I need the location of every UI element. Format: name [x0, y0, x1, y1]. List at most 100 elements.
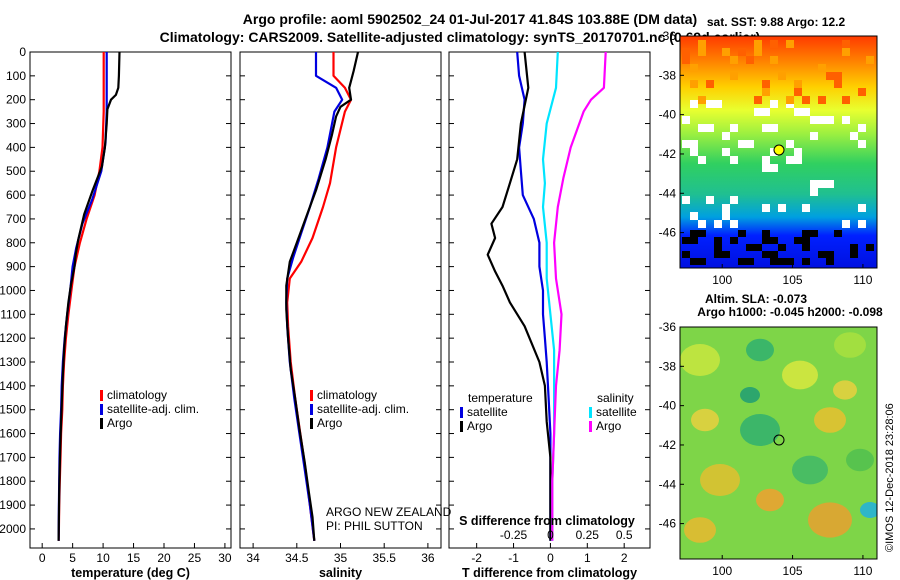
x-tick-label: 15	[127, 551, 141, 565]
sst-pixel	[826, 72, 834, 80]
profile-panel-1: 0 5 10 15 20 25 30 temperature (deg C) climatolo…	[29, 51, 232, 580]
sst-mask-pixel	[794, 237, 802, 244]
x-tick-label: 0	[39, 551, 46, 565]
sst-missing-pixel	[754, 108, 762, 116]
sst-missing-pixel	[730, 220, 738, 228]
sst-pixel	[706, 80, 714, 88]
sst-missing-pixel	[738, 140, 746, 148]
sst-missing-pixel	[762, 156, 770, 164]
x-tick-label: 36	[421, 551, 435, 565]
sst-mask-pixel	[818, 251, 826, 258]
x-axis-label: temperature (deg C)	[71, 566, 190, 580]
sst-missing-pixel	[722, 148, 730, 156]
sst-missing-pixel	[786, 140, 794, 148]
sst-missing-pixel	[770, 100, 778, 108]
sst-map-title: sat. SST: 9.88 Argo: 12.2	[707, 15, 846, 29]
map-x-tick-label: 110	[853, 564, 872, 578]
sst-missing-pixel	[730, 124, 738, 132]
sst-missing-pixel	[810, 132, 818, 140]
sst-pixel	[842, 40, 850, 48]
sst-mask-pixel	[802, 230, 810, 237]
sst-missing-pixel	[762, 164, 770, 172]
depth-tick-label: 1200	[0, 331, 26, 345]
sla-anomaly-blob	[684, 517, 716, 543]
sst-pixel	[866, 56, 874, 64]
sst-mask-pixel	[770, 251, 778, 258]
map-x-tick-label: 100	[712, 564, 732, 578]
sst-missing-pixel	[730, 196, 738, 204]
sst-mask-pixel	[746, 258, 754, 265]
sst-missing-pixel	[706, 196, 714, 204]
depth-tick-label: 100	[6, 69, 26, 83]
sla-anomaly-blob	[740, 414, 780, 446]
sst-mask-pixel	[690, 258, 698, 265]
sla-anomaly-blob	[814, 407, 846, 433]
sst-mask-pixel	[682, 251, 690, 258]
depth-tick-label: 1500	[0, 403, 26, 417]
x-axis-label: T difference from climatology	[462, 566, 637, 580]
legend-label: satellite-adj. clim.	[317, 402, 409, 416]
sst-mask-pixel	[698, 230, 706, 237]
sla-anomaly-blob	[700, 464, 740, 496]
legend-label: Argo	[467, 419, 493, 433]
argo-location-marker-sst	[773, 144, 785, 156]
sst-mask-pixel	[866, 244, 874, 251]
sst-mask-pixel	[746, 244, 754, 251]
sst-pixel	[842, 48, 850, 56]
s-diff-tick-label: 0	[547, 528, 554, 542]
sla-anomaly-blob	[808, 502, 852, 538]
legend-label: Argo	[596, 419, 622, 433]
x-axis-label: salinity	[319, 566, 362, 580]
depth-tick-label: 700	[6, 212, 26, 226]
sst-pixel	[738, 48, 746, 56]
map-y-tick-label: -38	[659, 359, 677, 373]
sst-pixel	[786, 96, 794, 104]
sst-mask-pixel	[730, 237, 738, 244]
map-y-tick-label: -40	[659, 108, 677, 122]
sst-missing-pixel	[722, 212, 730, 220]
sla-anomaly-blob	[746, 338, 774, 362]
depth-tick-label: 1300	[0, 355, 26, 369]
sst-missing-pixel	[850, 132, 858, 140]
sst-missing-pixel	[794, 108, 802, 116]
sst-missing-pixel	[698, 156, 706, 164]
series-line-t-satellite	[516, 51, 552, 541]
sst-missing-pixel	[706, 100, 714, 108]
legend-label: Argo	[317, 416, 343, 430]
map-y-tick-label: -36	[659, 320, 677, 334]
sla-anomaly-blob	[846, 448, 874, 472]
sst-pixel	[778, 72, 786, 80]
sst-pixel	[770, 40, 778, 48]
sst-missing-pixel	[690, 100, 698, 108]
sst-missing-pixel	[858, 140, 866, 148]
sst-pixel	[690, 64, 698, 72]
sst-missing-pixel	[794, 156, 802, 164]
sst-mask-pixel	[770, 237, 778, 244]
sst-missing-pixel	[802, 204, 810, 212]
sst-missing-pixel	[762, 204, 770, 212]
sst-mask-pixel	[762, 230, 770, 237]
sst-pixel	[818, 64, 826, 72]
sst-missing-pixel	[746, 140, 754, 148]
sst-missing-pixel	[714, 100, 722, 108]
map-y-tick-label: -42	[659, 147, 677, 161]
sst-raster	[680, 36, 877, 268]
sst-mask-pixel	[802, 237, 810, 244]
map-x-tick-label: 105	[783, 273, 803, 287]
sst-pixel	[818, 96, 826, 104]
sst-mask-pixel	[714, 237, 722, 244]
sst-pixel	[834, 72, 842, 80]
sst-missing-pixel	[714, 220, 722, 228]
series-line-satellite-adj-clim-	[57, 52, 108, 541]
sst-mask-pixel	[826, 251, 834, 258]
map-y-tick-label: -44	[659, 186, 677, 200]
sst-missing-pixel	[858, 204, 866, 212]
sst-pixel	[762, 80, 770, 88]
sst-mask-pixel	[738, 258, 746, 265]
sst-mask-pixel	[722, 251, 730, 258]
series-line-s-argo	[551, 51, 607, 541]
panel-frame	[448, 51, 651, 549]
sst-missing-pixel	[842, 220, 850, 228]
sst-missing-pixel	[810, 116, 818, 124]
sst-pixel	[682, 48, 690, 56]
